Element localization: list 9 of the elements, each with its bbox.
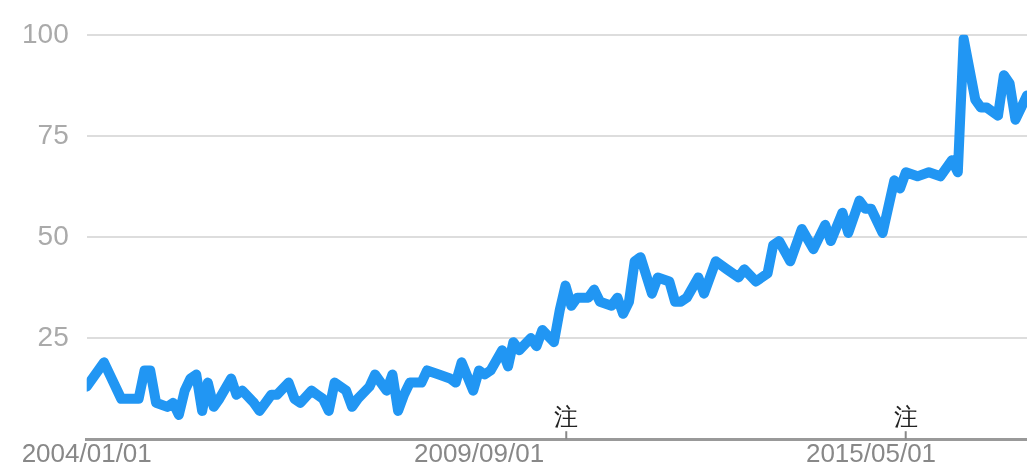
- x-tick-label: 2009/09/01: [413, 437, 545, 468]
- x-tick-label: 2015/05/01: [805, 437, 937, 468]
- x-tick-label: 2004/01/01: [21, 437, 152, 468]
- annotation: 注: [554, 403, 579, 432]
- y-tick-label: 50: [37, 219, 69, 251]
- y-tick-label: 100: [22, 17, 69, 49]
- y-tick-label: 25: [37, 320, 69, 352]
- y-tick-label: 75: [37, 118, 69, 150]
- annotation: 注: [893, 403, 918, 432]
